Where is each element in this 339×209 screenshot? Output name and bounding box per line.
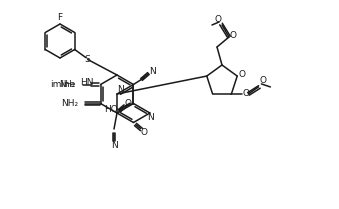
Text: O: O bbox=[243, 89, 250, 98]
Text: N: N bbox=[111, 140, 117, 149]
Text: O: O bbox=[260, 76, 267, 85]
Text: O: O bbox=[215, 14, 221, 23]
Text: imine: imine bbox=[50, 80, 76, 89]
Text: O: O bbox=[239, 70, 246, 79]
Text: O: O bbox=[141, 128, 148, 137]
Text: N: N bbox=[149, 67, 156, 76]
Text: HN: HN bbox=[80, 78, 94, 87]
Text: HO: HO bbox=[104, 105, 117, 114]
Text: F: F bbox=[57, 14, 63, 23]
Text: N: N bbox=[117, 85, 123, 94]
Text: NH₂: NH₂ bbox=[60, 80, 76, 89]
Text: O: O bbox=[230, 32, 237, 41]
Text: N: N bbox=[147, 112, 154, 121]
Text: NH₂: NH₂ bbox=[61, 99, 79, 108]
Text: S: S bbox=[85, 55, 91, 64]
Text: O: O bbox=[124, 98, 132, 107]
